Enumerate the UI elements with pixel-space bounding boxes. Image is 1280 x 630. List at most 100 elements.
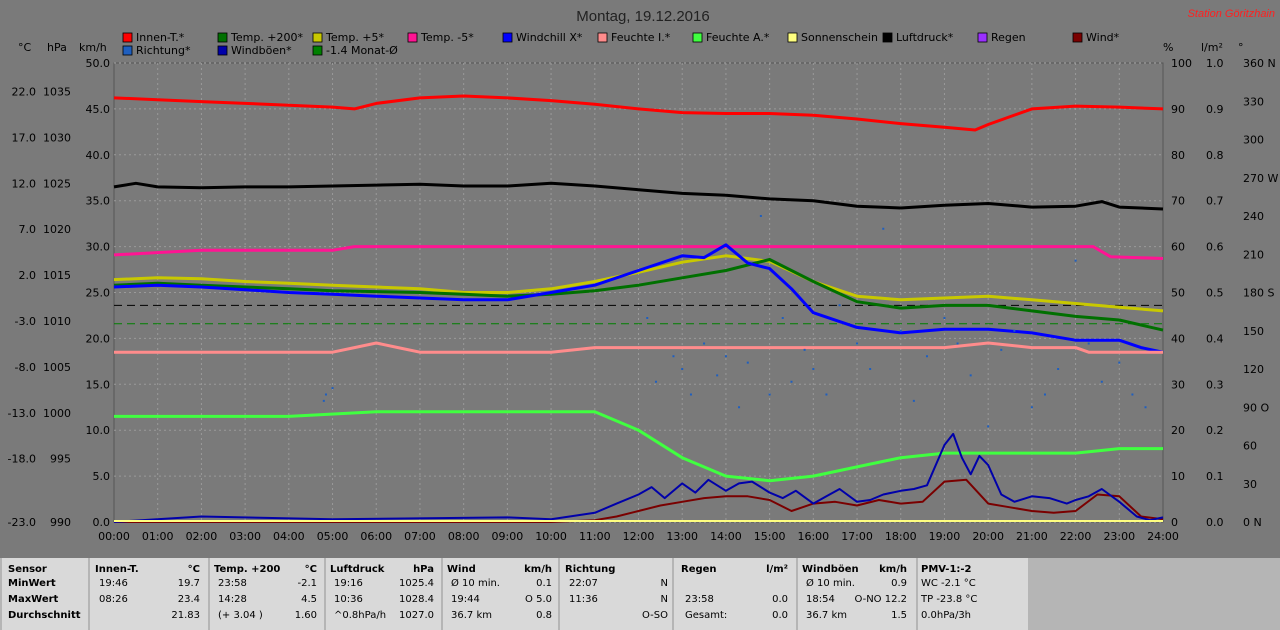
stats-richtung-value: O-SO	[642, 610, 668, 621]
direction-point	[812, 368, 815, 370]
stats-wind-time: Ø 10 min.	[451, 578, 500, 589]
direction-point	[1013, 329, 1016, 332]
direction-point	[322, 399, 325, 402]
x-tick-label: 08:00	[448, 530, 480, 543]
stats-richtung-value: N	[660, 594, 668, 605]
legend-swatch	[312, 45, 323, 56]
rain-tick-label: 0.1	[1206, 470, 1224, 483]
unit-kmh: km/h	[79, 41, 107, 54]
degree-tick-label: 300	[1243, 134, 1264, 147]
legend-swatch	[217, 32, 228, 43]
stats-luftdruck-value: 1027.0	[399, 610, 434, 621]
stats-innen-head: Innen-T.	[95, 564, 139, 575]
direction-point	[1000, 348, 1003, 351]
legend-swatch	[217, 45, 228, 56]
direction-point	[1074, 259, 1077, 262]
legend-swatch	[122, 45, 133, 56]
stats-pmv-value: TP -23.8 °C	[921, 594, 978, 605]
hpa-tick-label: 1015	[43, 269, 71, 282]
percent-tick-label: 30	[1171, 378, 1185, 391]
legend-label: Regen	[991, 31, 1026, 44]
legend-swatch	[122, 32, 133, 43]
stats-row-label: MaxWert	[8, 594, 59, 605]
direction-point	[1087, 342, 1090, 345]
direction-point	[672, 355, 675, 358]
direction-point	[781, 317, 784, 319]
legend-swatch	[692, 32, 703, 43]
stats-richtung-time: 11:36	[569, 594, 598, 605]
stats-column	[443, 558, 558, 630]
series-line	[114, 341, 1163, 354]
legend-label: Wind*	[1086, 31, 1120, 44]
stats-regen-unit: l/m²	[766, 564, 788, 575]
degree-tick-label: 210	[1243, 248, 1264, 261]
unit-celsius: °C	[18, 41, 32, 54]
stats-richtung-value: N	[660, 578, 668, 589]
direction-point	[716, 374, 719, 377]
stats-richtung-time: 22:07	[569, 578, 598, 589]
series-line	[113, 94, 1164, 132]
rain-tick-label: 1.0	[1206, 57, 1224, 70]
direction-point	[1144, 406, 1147, 409]
stats-regen-value: 0.0	[772, 594, 788, 605]
direction-point	[987, 425, 990, 428]
stats-wind-time: 19:44	[451, 594, 480, 605]
degree-tick-label: 0 N	[1243, 516, 1262, 529]
stats-luftdruck-unit: hPa	[413, 564, 434, 575]
statistics-table: Sensor MinWert MaxWert Durchschnitt Innen-T.…	[0, 558, 1280, 630]
direction-point	[956, 342, 959, 345]
legend-label: Windchill X*	[516, 31, 583, 44]
celsius-tick-label: 7.0	[19, 223, 37, 236]
stats-boeen-time: 18:54	[806, 594, 835, 605]
kmh-tick-label: 10.0	[86, 424, 111, 437]
percent-tick-label: 0	[1171, 516, 1178, 529]
direction-point	[969, 374, 972, 377]
series-line	[113, 432, 1164, 523]
celsius-tick-label: 22.0	[12, 86, 37, 99]
rain-tick-label: 0.2	[1206, 424, 1224, 437]
stats-temp200-value: 4.5	[301, 594, 317, 605]
stats-temp200-time: 14:28	[218, 594, 247, 605]
stats-wind-head: Wind	[447, 564, 476, 575]
stats-pmv-head: PMV-1:-2	[921, 564, 972, 575]
legend-swatch	[407, 32, 418, 43]
kmh-tick-label: 25.0	[86, 287, 111, 300]
direction-point	[838, 304, 841, 307]
kmh-tick-label: 45.0	[86, 103, 111, 116]
direction-point	[803, 348, 806, 351]
x-tick-label: 10:00	[535, 530, 567, 543]
celsius-tick-label: -23.0	[8, 516, 36, 529]
direction-point	[790, 380, 793, 383]
hpa-tick-label: 1000	[43, 407, 71, 420]
kmh-tick-label: 30.0	[86, 241, 111, 254]
celsius-tick-label: -13.0	[8, 407, 36, 420]
stats-boeen-time: 36.7 km	[806, 610, 847, 621]
degree-tick-label: 60	[1243, 440, 1257, 453]
direction-point	[925, 355, 928, 358]
x-tick-label: 14:00	[710, 530, 742, 543]
kmh-tick-label: 15.0	[86, 378, 111, 391]
stats-innen-value: 19.7	[177, 578, 200, 589]
direction-point	[825, 393, 828, 396]
series-line	[113, 258, 1164, 332]
rain-tick-label: 0.4	[1206, 332, 1224, 345]
series-line	[114, 410, 1163, 483]
legend-label: Richtung*	[136, 44, 191, 57]
rain-tick-label: 0.6	[1206, 241, 1224, 254]
series-line	[113, 245, 1164, 260]
stats-boeen-unit: km/h	[879, 564, 907, 575]
kmh-tick-label: 40.0	[86, 149, 111, 162]
stats-column	[798, 558, 916, 630]
stats-pmv-value: 0.0hPa/3h	[921, 610, 972, 621]
legend-label: Feuchte I.*	[611, 31, 671, 44]
kmh-tick-label: 20.0	[86, 332, 111, 345]
direction-point	[1030, 406, 1033, 409]
x-tick-label: 22:00	[1060, 530, 1092, 543]
x-tick-label: 04:00	[273, 530, 305, 543]
x-tick-label: 19:00	[929, 530, 961, 543]
kmh-tick-label: 0.0	[93, 516, 111, 529]
legend-swatch	[502, 32, 513, 43]
stats-innen-value: 23.4	[177, 594, 200, 605]
stats-boeen-value: O-NO 12.2	[854, 594, 907, 605]
hpa-tick-label: 1020	[43, 223, 71, 236]
